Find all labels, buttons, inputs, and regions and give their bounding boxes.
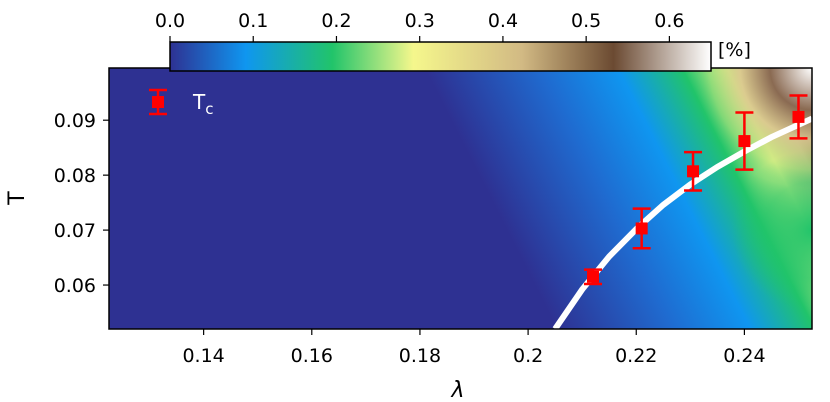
point-marker <box>687 165 700 178</box>
y-tick-label: 0.08 <box>54 165 96 187</box>
x-axis-label: λ <box>450 378 464 402</box>
data-point <box>789 94 808 140</box>
x-tick-label: 0.2 <box>513 345 543 367</box>
colorbar-tick-label: 0.1 <box>238 10 268 32</box>
point-marker <box>586 270 599 283</box>
point-marker <box>738 135 751 148</box>
data-point <box>632 207 651 250</box>
x-tick-label: 0.22 <box>615 345 657 367</box>
colorbar-tick-label: 0.3 <box>405 10 435 32</box>
point-marker <box>792 110 805 123</box>
data-points <box>583 94 808 286</box>
legend: Tc <box>149 88 213 118</box>
data-point <box>583 268 602 286</box>
point-marker <box>635 222 648 235</box>
y-tick-label: 0.07 <box>54 220 96 242</box>
x-tick-label: 0.24 <box>723 345 765 367</box>
colorbar-unit-label: [%] <box>718 39 751 61</box>
colorbar-tick-label: 0.6 <box>654 10 684 32</box>
legend-label: Tc <box>192 90 213 118</box>
data-point <box>735 111 754 171</box>
x-tick-label: 0.14 <box>182 345 224 367</box>
colorbar-ticks: 0.0 0.1 0.2 0.3 0.4 0.5 0.6 <box>155 10 684 42</box>
y-axis-label: T <box>5 191 30 206</box>
heatmap-field <box>109 68 812 329</box>
heatmap-peak <box>109 68 812 329</box>
data-point <box>684 150 703 192</box>
colorbar-tick-label: 0.0 <box>155 10 185 32</box>
x-axis-ticks: 0.14 0.16 0.18 0.2 0.22 0.24 <box>182 329 766 367</box>
x-tick-label: 0.16 <box>291 345 333 367</box>
colorbar-tick-label: 0.5 <box>571 10 601 32</box>
colorbar <box>169 41 712 72</box>
legend-marker <box>152 96 164 108</box>
x-tick-label: 0.18 <box>399 345 441 367</box>
y-axis-ticks: 0.06 0.07 0.08 0.09 <box>54 110 109 297</box>
colorbar-tick-label: 0.4 <box>488 10 518 32</box>
y-tick-label: 0.09 <box>54 110 96 132</box>
colorbar-tick-label: 0.2 <box>321 10 351 32</box>
y-tick-label: 0.06 <box>54 275 96 297</box>
